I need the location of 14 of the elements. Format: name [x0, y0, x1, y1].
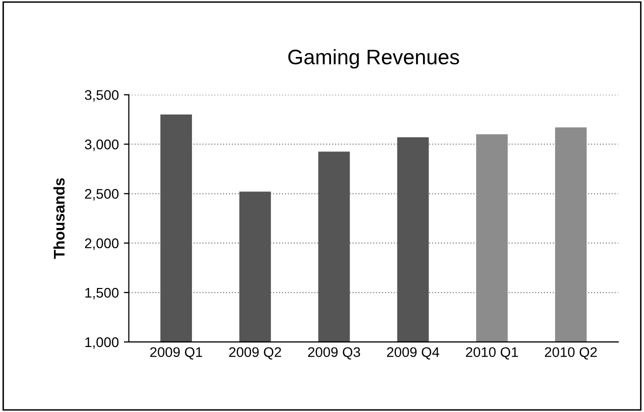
y-axis-title: Thousands: [53, 178, 65, 259]
x-tick-label: 2010 Q1: [466, 347, 518, 360]
x-tick-label: 2009 Q3: [308, 347, 360, 360]
y-tick-label: 2,500: [85, 188, 119, 200]
chart-title: Gaming Revenues: [288, 49, 460, 69]
y-tick-label: 3,500: [84, 90, 119, 102]
y-tick-label: 1,000: [85, 337, 119, 349]
x-tick-label: 2009 Q1: [150, 347, 202, 360]
x-tick-label: 2010 Q2: [544, 347, 597, 360]
y-tick-label: 1,500: [85, 288, 119, 300]
x-tick-label: 2009 Q4: [387, 347, 440, 360]
y-tick-label: 2,000: [85, 238, 119, 250]
x-tick-label: 2009 Q2: [229, 347, 282, 360]
y-tick-label: 3,000: [84, 140, 119, 152]
